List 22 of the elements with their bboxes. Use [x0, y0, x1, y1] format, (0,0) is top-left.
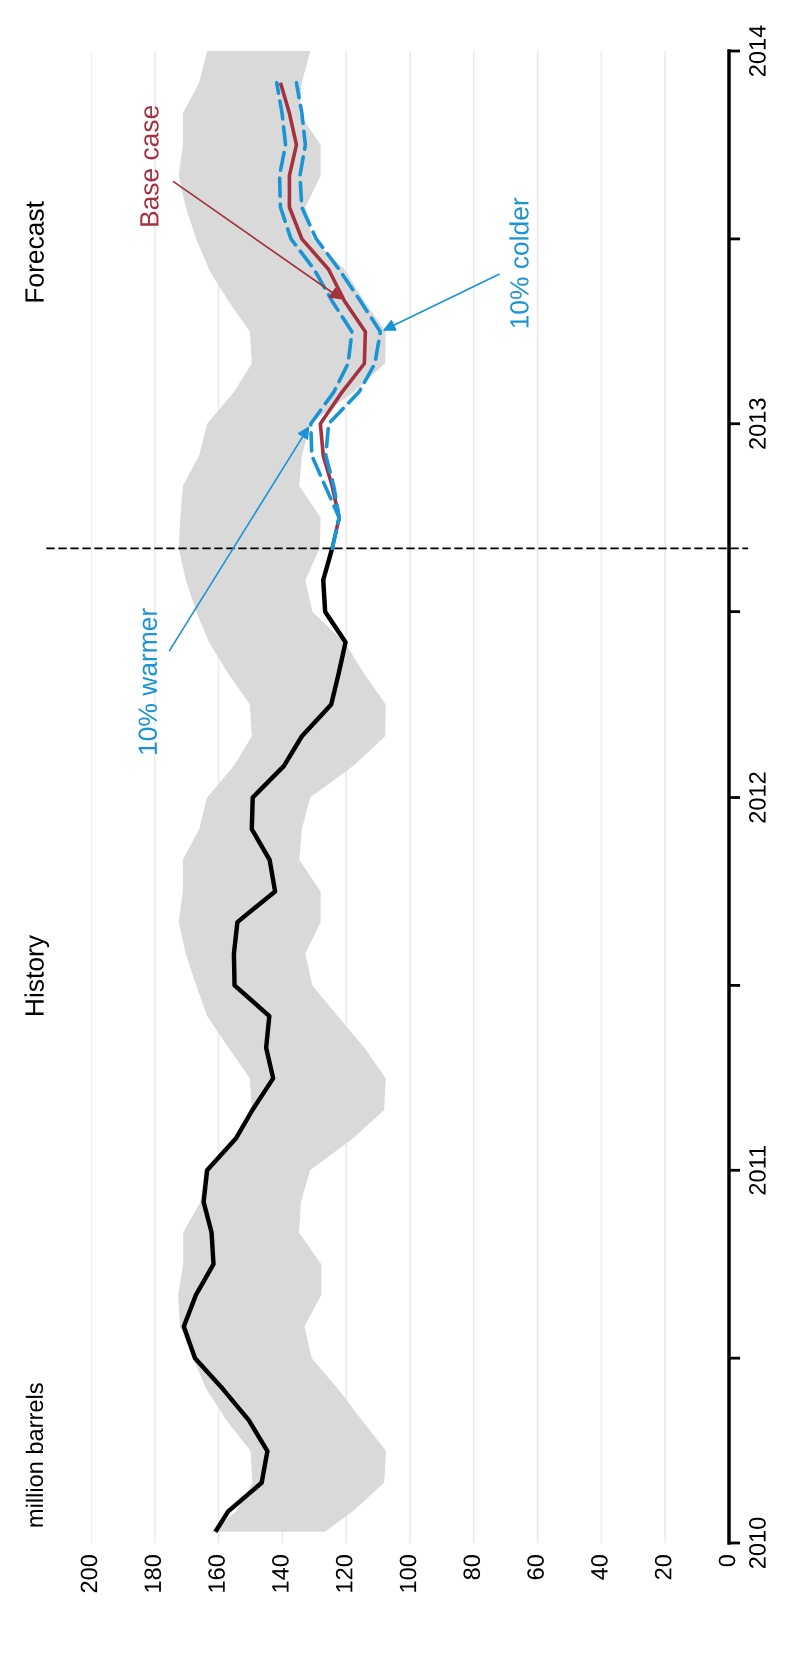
- x-tick-label: 20: [654, 1555, 672, 1580]
- y-tick-label: 2014: [749, 25, 766, 77]
- x-tick-label: 0: [718, 1555, 736, 1567]
- y-tick-label: 2011: [749, 1146, 766, 1195]
- x-tick-label: 100: [399, 1555, 417, 1592]
- annotation: 10% warmer: [138, 608, 158, 754]
- y-tick-label: 2013: [749, 398, 766, 449]
- x-tick-label: 80: [463, 1555, 481, 1580]
- text: Forecast: [25, 201, 44, 302]
- y-axis-title: million barrels: [25, 1383, 44, 1527]
- annotation: Base case: [140, 105, 159, 226]
- x-tick-label: 120: [335, 1555, 353, 1592]
- x-tick-label: 140: [272, 1555, 289, 1592]
- x-tick-label: 180: [144, 1555, 162, 1592]
- y-tick-label: 2012: [749, 772, 766, 823]
- x-tick-label: 40: [591, 1555, 608, 1580]
- annotation: 10% colder: [509, 197, 529, 328]
- y-tick-label: 2010: [749, 1517, 766, 1569]
- x-tick-label: 160: [208, 1555, 225, 1592]
- x-tick-label: 200: [80, 1555, 98, 1593]
- x-tick-label: 60: [527, 1555, 544, 1580]
- text: History: [24, 935, 50, 1015]
